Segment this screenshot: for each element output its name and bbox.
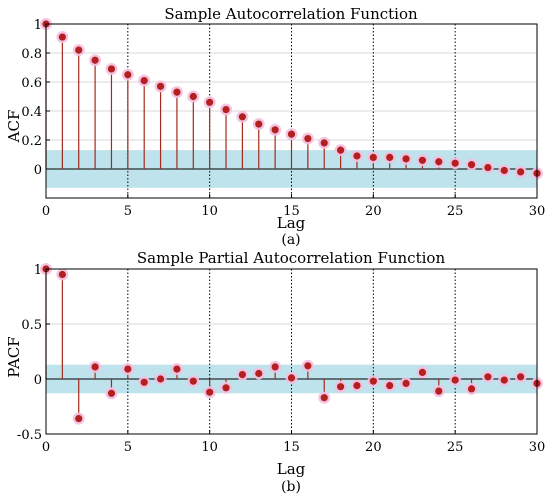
pacf-marker — [140, 378, 148, 386]
acf-marker — [255, 120, 263, 128]
pacf-x-tick-label: 20 — [365, 440, 382, 455]
pacf-marker — [156, 375, 165, 383]
pacf-x-tick-label: 15 — [283, 440, 300, 455]
pacf-x-tick-label: 30 — [529, 440, 546, 455]
pacf-marker — [222, 384, 230, 392]
acf-marker — [124, 71, 132, 79]
pacf-marker — [107, 389, 116, 397]
acf-marker — [271, 126, 279, 134]
acf-x-tick-label: 0 — [42, 204, 50, 219]
pacf-marker — [435, 387, 443, 395]
pacf-marker — [304, 362, 312, 370]
pacf-marker — [337, 383, 345, 391]
acf-y-tick-label: 0.8 — [21, 47, 42, 62]
pacf-marker — [402, 379, 410, 387]
pacf-marker — [287, 374, 296, 382]
pacf-x-axis-label: Lag — [277, 460, 306, 478]
pacf-x-tick-label: 10 — [201, 440, 218, 455]
acf-panel: Sample Autocorrelation Function Lag ACF … — [5, 5, 545, 248]
pacf-marker — [173, 365, 181, 373]
pacf-y-tick-label: 0.5 — [21, 318, 42, 333]
acf-marker — [320, 139, 328, 147]
pacf-marker — [124, 365, 132, 373]
acf-x-axis-label: Lag — [277, 214, 306, 232]
acf-marker — [91, 56, 99, 64]
acf-marker — [386, 153, 394, 161]
pacf-marker — [58, 270, 66, 279]
acf-marker — [75, 46, 83, 54]
acf-marker — [107, 65, 116, 73]
pacf-y-tick-label: 1 — [34, 263, 42, 278]
acf-marker — [467, 161, 476, 169]
pacf-marker — [467, 385, 476, 393]
pacf-x-tick-label: 0 — [42, 440, 50, 455]
pacf-caption: (b) — [281, 479, 301, 495]
acf-marker — [140, 76, 148, 85]
pacf-x-tick-label: 25 — [447, 440, 464, 455]
acf-caption: (a) — [281, 232, 300, 248]
acf-x-tick-label: 5 — [124, 204, 132, 219]
acf-marker — [353, 152, 361, 160]
pacf-marker — [451, 376, 459, 384]
pacf-marker — [189, 377, 197, 385]
acf-x-tick-label: 15 — [283, 204, 300, 219]
acf-x-tick-label: 10 — [201, 204, 218, 219]
acf-marker — [238, 113, 246, 121]
pacf-marker — [369, 377, 377, 385]
pacf-marker — [91, 363, 99, 371]
pacf-marker — [484, 373, 492, 381]
acf-marker — [189, 92, 197, 101]
acf-x-tick-label: 30 — [529, 204, 546, 219]
pacf-y-tick-label: 0 — [34, 373, 42, 388]
pacf-y-axis-label: PACF — [5, 336, 23, 377]
acf-marker — [435, 158, 443, 166]
acf-marker — [418, 156, 427, 164]
acf-marker — [287, 130, 296, 138]
pacf-marker — [418, 368, 427, 376]
pacf-marker — [75, 415, 83, 423]
pacf-marker — [255, 369, 263, 378]
acf-marker — [173, 88, 181, 96]
pacf-marker — [500, 376, 508, 384]
acf-marker — [517, 168, 525, 176]
acf-marker — [304, 134, 312, 143]
pacf-marker — [238, 371, 246, 379]
acf-title: Sample Autocorrelation Function — [164, 5, 418, 23]
acf-marker — [337, 146, 345, 154]
acf-y-tick-label: 0.6 — [21, 76, 42, 91]
pacf-marker — [320, 394, 328, 402]
acf-y-tick-label: 0 — [34, 163, 42, 178]
acf-marker — [156, 82, 165, 90]
acf-y-tick-label: 0.4 — [21, 105, 42, 120]
acf-y-axis-label: ACF — [5, 110, 23, 144]
acf-marker — [484, 163, 492, 172]
pacf-marker — [517, 373, 525, 381]
acf-marker — [222, 105, 230, 114]
pacf-marker — [386, 382, 394, 390]
pacf-marker — [353, 382, 361, 390]
acf-y-tick-label: 0.2 — [21, 134, 42, 149]
pacf-panel: Sample Partial Autocorrelation Function … — [5, 249, 545, 495]
pacf-marker — [271, 363, 279, 371]
acf-marker — [206, 98, 214, 106]
acf-marker — [58, 33, 66, 41]
pacf-marker — [206, 388, 214, 396]
pacf-title: Sample Partial Autocorrelation Function — [137, 249, 446, 267]
acf-marker — [451, 159, 459, 167]
pacf-y-tick-label: -0.5 — [17, 428, 42, 443]
acf-marker — [402, 155, 410, 163]
acf-x-tick-label: 25 — [447, 204, 464, 219]
pacf-x-tick-label: 5 — [124, 440, 132, 455]
acf-marker — [500, 166, 508, 175]
acf-x-tick-label: 20 — [365, 204, 382, 219]
acf-marker — [369, 153, 377, 161]
acf-y-tick-label: 1 — [34, 18, 42, 33]
